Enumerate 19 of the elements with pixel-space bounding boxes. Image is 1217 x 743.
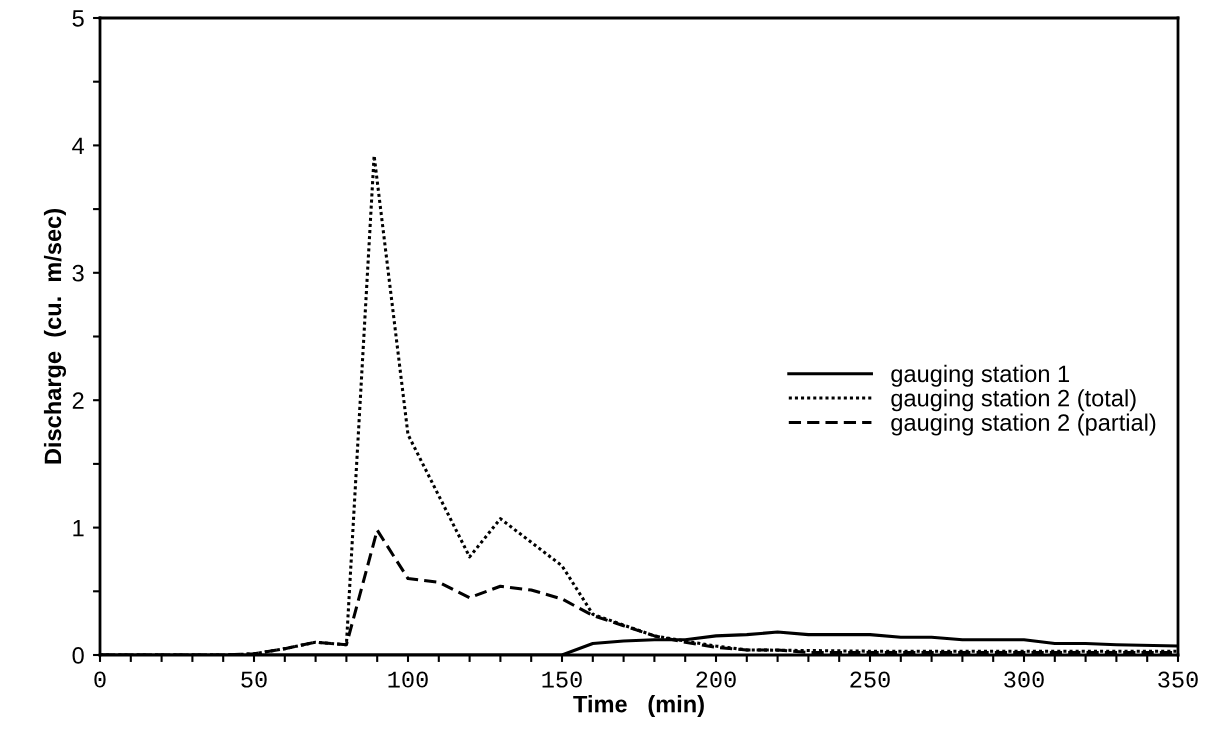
x-tick-label: 350 [1158, 671, 1198, 688]
x-tick-label: 200 [696, 671, 736, 688]
x-tick-label: 50 [241, 671, 267, 688]
x-tick-label: 0 [94, 671, 106, 688]
x-tick-label: 250 [850, 671, 890, 688]
y-tick-label: 4 [72, 137, 85, 154]
legend-label: gauging station 2 (total) [891, 389, 1136, 412]
y-axis-title: Discharge (cu. m/sec) [43, 209, 67, 464]
y-tick-label: 3 [72, 264, 84, 282]
x-tick-label: 150 [542, 671, 582, 688]
y-tick-label: 5 [72, 10, 84, 27]
y-tick-label: 0 [72, 647, 84, 664]
x-tick-label: 100 [388, 671, 428, 688]
y-tick-label: 1 [73, 519, 84, 537]
y-tick-label: 2 [72, 392, 84, 409]
legend-label: gauging station 1 [891, 364, 1070, 387]
x-tick-label: 300 [1004, 671, 1044, 688]
x-axis-title: Time (min) [573, 695, 704, 718]
legend-label: gauging station 2 (partial) [891, 413, 1156, 436]
